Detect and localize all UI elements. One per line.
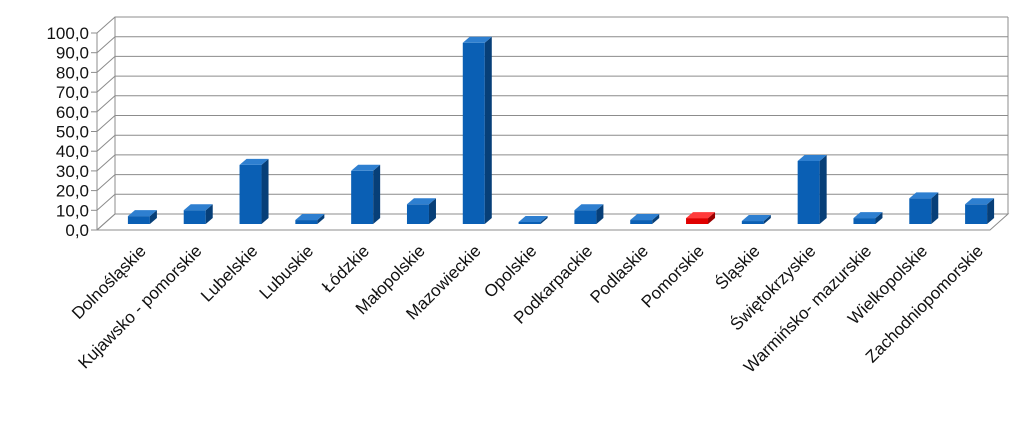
bar-front: [518, 222, 541, 224]
bar-top: [630, 214, 660, 221]
bar-side: [819, 154, 827, 224]
y-tick-label: 30,0: [56, 162, 89, 181]
bar-top: [741, 215, 771, 222]
gridline: [96, 174, 1008, 191]
bar: [965, 198, 995, 224]
bar-side: [875, 212, 883, 224]
gridline: [96, 75, 1008, 93]
gridline: [96, 16, 1008, 34]
y-tick-label: 90,0: [56, 44, 89, 63]
gridline: [96, 154, 1008, 172]
x-tick-label: Lubelskie: [197, 241, 261, 305]
bar: [406, 198, 436, 224]
bar-side: [149, 210, 157, 224]
bar-front: [295, 220, 318, 224]
bar: [239, 158, 269, 224]
y-axis: 0,010,020,030,040,050,060,070,080,090,01…: [46, 17, 116, 240]
bar-top: [462, 36, 492, 43]
bar-front: [406, 204, 429, 224]
bar-front: [853, 218, 876, 224]
bar: [741, 215, 771, 224]
y-tick-label: 80,0: [56, 63, 89, 82]
x-tick-label: Łódzkie: [318, 241, 373, 296]
bar-top: [574, 204, 604, 211]
bar-side: [540, 216, 548, 224]
bar-top: [183, 204, 213, 211]
bar-side: [373, 164, 381, 224]
bar-side: [261, 158, 269, 224]
bar-front: [686, 218, 709, 224]
bar-top: [686, 212, 716, 219]
gridline: [96, 36, 1008, 54]
bar-side: [652, 214, 660, 224]
gridline: [96, 115, 1008, 132]
bar-side: [931, 192, 939, 224]
bar: [518, 216, 548, 224]
bar-front: [239, 164, 262, 224]
y-tick-label: 70,0: [56, 83, 89, 102]
x-tick-label: Lubuskie: [256, 241, 318, 303]
bar-side: [987, 198, 995, 224]
bars-layer: [127, 36, 995, 225]
bar-top: [853, 212, 883, 219]
bar: [462, 36, 492, 225]
gridline: [96, 55, 1008, 73]
bar-top: [351, 164, 381, 171]
gridline: [96, 95, 1008, 113]
bar-front: [741, 221, 764, 224]
bar-top: [909, 192, 939, 199]
bar-top: [797, 154, 827, 161]
y-tick-label: 40,0: [56, 142, 89, 161]
y-tick-label: 0,0: [65, 221, 89, 240]
bar-front: [630, 220, 653, 224]
y-tick-label: 10,0: [56, 201, 89, 220]
bar: [127, 210, 157, 224]
bar-front: [574, 210, 597, 224]
bar-front: [965, 204, 988, 224]
bar-front: [351, 170, 374, 224]
bar-top: [406, 198, 436, 205]
bar-top: [965, 198, 995, 205]
bar: [630, 214, 660, 224]
bar-side: [596, 204, 604, 224]
bar: [295, 214, 325, 224]
bar-side: [428, 198, 436, 224]
y-tick-label: 20,0: [56, 182, 89, 201]
bar: [574, 204, 604, 224]
gridline: [96, 134, 1008, 152]
bar: [853, 212, 883, 224]
bar-top: [518, 216, 548, 222]
bar: [797, 154, 827, 224]
gridline: [96, 193, 1008, 211]
y-tick-label: 100,0: [46, 24, 89, 43]
bar-side: [205, 204, 213, 224]
bar-front: [909, 198, 932, 224]
bar-top: [295, 214, 325, 221]
bar: [909, 192, 939, 224]
bar: [686, 212, 716, 224]
y-tick-label: 60,0: [56, 103, 89, 122]
bar-side: [708, 212, 716, 224]
bar-top: [239, 158, 269, 165]
x-tick-label: Śląskie: [711, 241, 763, 293]
bar: [351, 164, 381, 224]
bar-front: [462, 42, 485, 225]
bar-top: [127, 210, 157, 217]
bar-front: [183, 210, 206, 224]
bar-front: [797, 160, 820, 224]
bar-side: [317, 214, 325, 224]
bar-front: [127, 216, 150, 224]
y-tick-label: 50,0: [56, 123, 89, 142]
bar-side: [763, 215, 771, 224]
grid-layer: [95, 16, 1010, 231]
bar-side: [484, 36, 492, 225]
bar: [183, 204, 213, 224]
